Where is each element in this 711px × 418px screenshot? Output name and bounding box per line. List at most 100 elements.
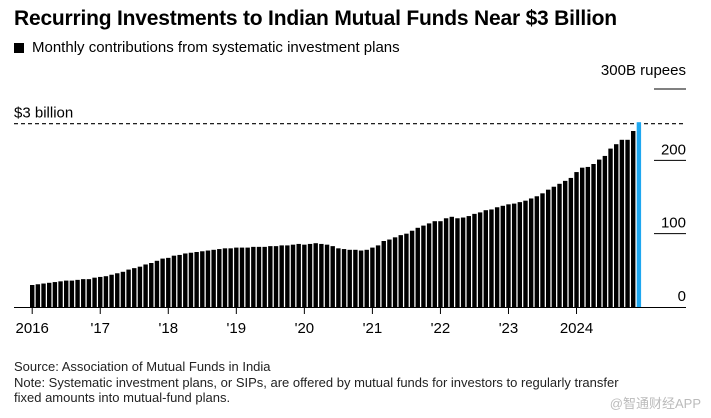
bar: [177, 254, 182, 307]
bar: [387, 239, 392, 307]
bar: [443, 218, 449, 307]
y-tick-label: 100: [661, 215, 686, 232]
bar: [64, 280, 69, 307]
bar: [432, 221, 437, 307]
bar: [438, 221, 443, 307]
bar: [313, 243, 318, 307]
bar: [540, 193, 545, 307]
bar: [375, 245, 381, 307]
bar: [364, 249, 369, 307]
source-note: Source: Association of Mutual Funds in I…: [14, 359, 271, 374]
bar: [103, 276, 109, 307]
bar: [551, 186, 557, 307]
bar: [562, 180, 568, 307]
bar: [160, 258, 165, 307]
bar: [92, 277, 97, 307]
bar: [285, 245, 290, 307]
bar: [273, 246, 279, 307]
x-tick-label: '21: [363, 320, 383, 337]
bar: [409, 230, 415, 307]
x-tick-label: '20: [295, 320, 315, 337]
bar: [188, 252, 194, 307]
bar: [211, 249, 216, 307]
bar: [98, 276, 103, 307]
bar: [449, 216, 454, 307]
bar: [500, 205, 506, 307]
footnote: Note: Systematic investment plans, or SI…: [14, 374, 619, 406]
bar: [171, 255, 177, 307]
bar: [426, 223, 432, 307]
y-tick-label: 200: [661, 141, 686, 158]
bar: [523, 200, 528, 307]
bar: [517, 202, 523, 307]
bar: [579, 167, 585, 307]
bar: [194, 252, 199, 307]
bar: [528, 198, 534, 307]
x-tick-label: 2024: [560, 320, 593, 337]
x-tick-label: '19: [227, 320, 247, 337]
bar: [307, 243, 313, 307]
x-tick-label: '17: [90, 320, 110, 337]
bar: [217, 249, 222, 307]
bar: [319, 243, 324, 307]
bar: [455, 218, 460, 307]
bar: [126, 269, 131, 307]
bar: [86, 279, 92, 307]
bar: [239, 247, 245, 307]
watermark: @智通财经APP: [609, 396, 701, 411]
bar: [404, 233, 409, 307]
bar: [392, 237, 398, 307]
bar: [30, 285, 35, 307]
bar: [614, 144, 619, 307]
y-tick-label: 0: [678, 288, 686, 305]
bar: [52, 282, 58, 307]
x-tick-label: 2016: [16, 320, 49, 337]
bar: [472, 213, 477, 307]
bar: [466, 216, 471, 307]
bar: [75, 279, 80, 307]
bar: [69, 280, 75, 307]
chart-title: Recurring Investments to Indian Mutual F…: [14, 7, 617, 30]
bar: [347, 249, 352, 307]
bar: [358, 250, 364, 307]
legend-label: Monthly contributions from systematic in…: [32, 39, 400, 56]
bar: [58, 281, 63, 307]
bar: [143, 264, 148, 307]
legend-swatch: [14, 42, 24, 53]
bar: [149, 263, 154, 307]
bar: [262, 246, 267, 307]
bar: [591, 164, 596, 307]
bar: [35, 284, 41, 307]
bar: [205, 250, 211, 307]
bar: [489, 209, 494, 307]
bar: [421, 225, 426, 307]
bar: [154, 260, 160, 307]
footer: Source: Association of Mutual Funds in I…: [14, 359, 704, 406]
x-tick-label: '23: [499, 320, 519, 337]
highlighted-bar: [636, 122, 642, 307]
bar: [137, 266, 143, 307]
bar: [506, 204, 511, 307]
bar: [245, 247, 250, 307]
bar: [302, 244, 307, 307]
reference-line-label: $3 billion: [14, 105, 73, 122]
bar: [228, 248, 233, 307]
bar: [166, 257, 171, 307]
bar: [370, 247, 375, 307]
legend: Monthly contributions from systematic in…: [14, 39, 400, 56]
bar: [183, 253, 188, 307]
bar: [545, 189, 551, 307]
bar: [460, 217, 466, 307]
bar: [234, 247, 239, 307]
bar: [296, 243, 301, 307]
bar: [585, 166, 591, 307]
bar: [109, 274, 114, 307]
bar: [483, 210, 488, 307]
bar: [602, 155, 608, 307]
bar: [268, 246, 273, 307]
bar: [200, 251, 205, 307]
bar: [608, 148, 613, 307]
x-tick-label: '22: [431, 320, 451, 337]
bar: [574, 172, 579, 307]
bar: [290, 244, 296, 307]
